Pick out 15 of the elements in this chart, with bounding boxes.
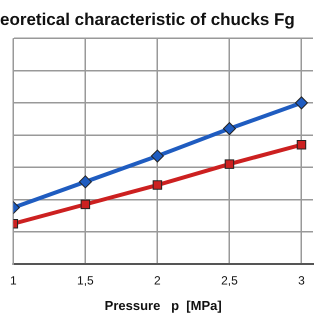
- point: [80, 200, 90, 210]
- point: [294, 96, 308, 110]
- x-tick-label: 1: [10, 274, 17, 288]
- point: [224, 159, 234, 169]
- x-axis-title: Pressure p [MPa]: [104, 298, 222, 313]
- point: [78, 175, 92, 188]
- x-tick-label: 3: [298, 274, 306, 288]
- point: [296, 140, 306, 150]
- chart-title: eoretical characteristic of chucks Fg: [0, 10, 295, 29]
- point: [152, 180, 162, 190]
- x-tick-label: 2: [154, 274, 162, 288]
- x-tick-label: 1,5: [77, 274, 94, 288]
- point: [150, 150, 164, 163]
- point: [222, 122, 236, 136]
- x-tick-label: 2,5: [221, 274, 238, 288]
